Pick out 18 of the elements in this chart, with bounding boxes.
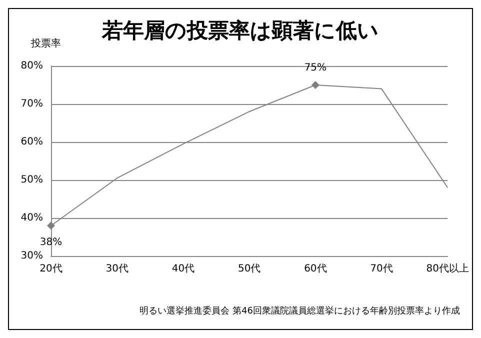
x-tick-label: 20代 [40, 264, 62, 274]
y-tick-label: 80% [20, 60, 43, 72]
x-tick-label: 40代 [172, 264, 195, 274]
y-tick-label: 60% [20, 136, 43, 148]
x-tick-label: 50代 [238, 264, 261, 274]
data-label: 38% [40, 237, 62, 248]
data-label: 75% [304, 62, 327, 74]
y-tick-label: 70% [20, 98, 43, 110]
x-tick-label: 60代 [304, 264, 327, 274]
y-axis-title: 投票率 [30, 38, 61, 50]
text: 明るい選挙推進委員会 第46回衆議院議員総選挙における年齢別投票率より作成 [140, 306, 460, 316]
y-tick-label: 50% [20, 174, 43, 186]
y-tick-label: 30% [20, 250, 43, 262]
y-tick-label: 40% [20, 212, 43, 224]
x-tick-label: 30代 [106, 264, 128, 274]
chart-title: 若年層の投票率は顕著に低い [101, 18, 379, 42]
x-tick-label: 70代 [370, 264, 393, 274]
x-tick-label: 80代以上 [426, 262, 470, 274]
